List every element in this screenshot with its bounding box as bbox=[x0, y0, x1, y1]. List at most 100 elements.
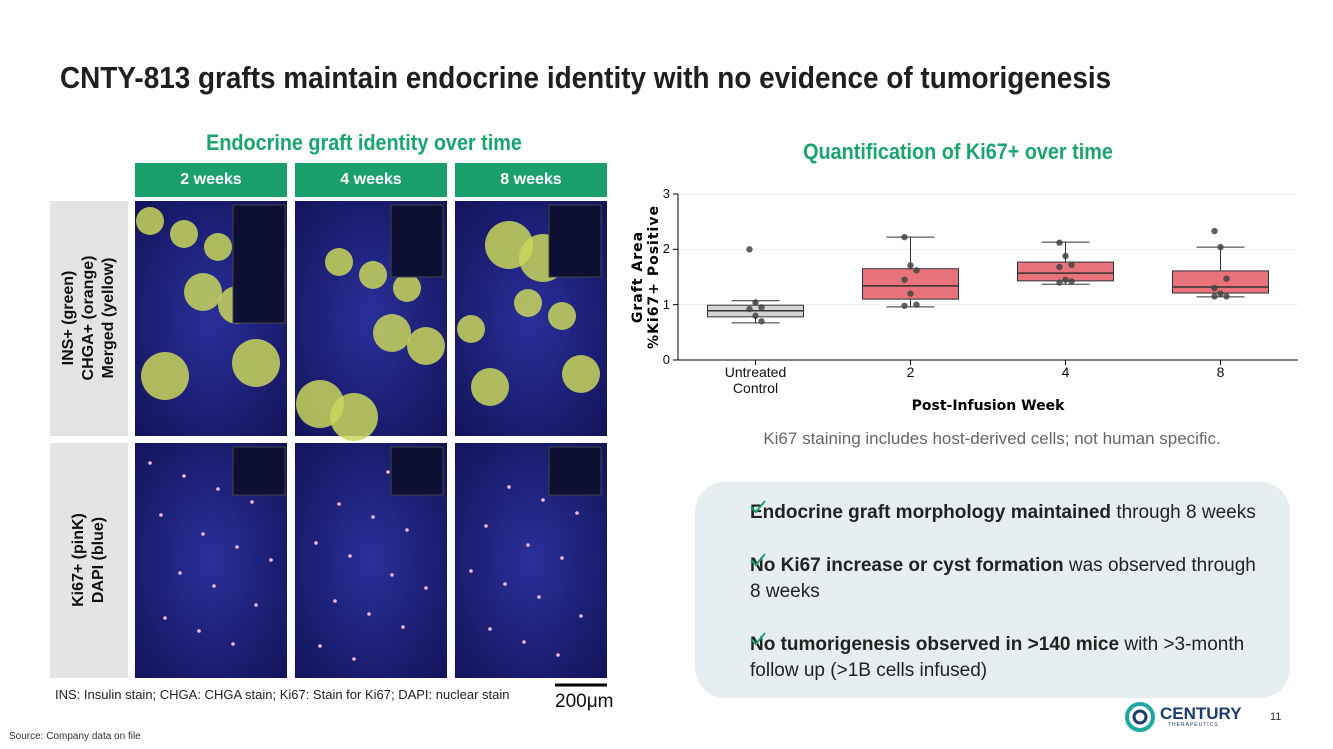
stain bbox=[503, 582, 507, 586]
stain bbox=[541, 498, 545, 502]
check bbox=[750, 500, 766, 514]
stain bbox=[232, 339, 280, 387]
chart-title: Quantification of Ki67+ over time bbox=[803, 139, 1113, 164]
y-tick-label: 0 bbox=[662, 352, 670, 367]
point bbox=[1068, 278, 1075, 285]
logo-ring-inner bbox=[1132, 709, 1148, 725]
point bbox=[1223, 293, 1230, 300]
row-label-bg bbox=[50, 443, 128, 678]
stain bbox=[348, 554, 352, 558]
check bbox=[750, 553, 766, 567]
point bbox=[1062, 252, 1069, 260]
bullet: No Ki67 increase or cyst formation was o… bbox=[750, 553, 1270, 605]
stain bbox=[216, 487, 220, 491]
y-tick-label: 2 bbox=[662, 241, 670, 257]
inset bbox=[548, 204, 602, 278]
column-header-bg bbox=[135, 163, 287, 197]
point bbox=[752, 312, 759, 319]
stain bbox=[579, 614, 583, 618]
stain bbox=[390, 573, 394, 577]
stain bbox=[231, 642, 235, 646]
inset bbox=[390, 204, 444, 278]
point bbox=[1056, 263, 1063, 271]
point bbox=[746, 305, 753, 313]
column-header-bg bbox=[455, 163, 607, 197]
bullet: Endocrine graft morphology maintained th… bbox=[750, 500, 1270, 526]
point bbox=[1217, 243, 1224, 251]
stain bbox=[178, 571, 182, 575]
stain bbox=[352, 657, 356, 661]
y-axis-label-line: %Ki67+ Positive bbox=[646, 205, 662, 349]
stain bbox=[136, 207, 164, 235]
stain bbox=[575, 511, 579, 515]
point bbox=[1056, 279, 1063, 286]
point bbox=[1211, 293, 1218, 300]
stain bbox=[333, 599, 337, 603]
stain bbox=[337, 502, 341, 506]
stain bbox=[560, 556, 564, 560]
panel-title: Endocrine graft identity over time bbox=[206, 130, 522, 155]
stain bbox=[373, 314, 411, 352]
stain bbox=[556, 653, 560, 657]
inset bbox=[232, 204, 286, 324]
box bbox=[1172, 270, 1269, 294]
stain bbox=[386, 470, 390, 474]
point bbox=[1211, 227, 1218, 235]
row-label-line: INS+ (green) bbox=[60, 270, 77, 366]
stain bbox=[170, 220, 198, 248]
x-tick-label: Untreated Control bbox=[724, 364, 787, 396]
stain bbox=[537, 595, 541, 599]
point bbox=[1211, 284, 1218, 292]
stain bbox=[314, 541, 318, 545]
point bbox=[1223, 275, 1230, 282]
point bbox=[901, 233, 908, 241]
stain bbox=[488, 627, 492, 631]
logo-ring bbox=[1125, 702, 1155, 732]
stain bbox=[184, 273, 222, 311]
stain bbox=[562, 355, 600, 393]
column-header: 8 weeks bbox=[500, 171, 562, 188]
stain bbox=[235, 545, 239, 549]
stain bbox=[526, 543, 530, 547]
bullet-text: was observed through 8 weeks bbox=[750, 555, 1256, 602]
bullet-text: with >3-month follow up (>1B cells infus… bbox=[750, 634, 1245, 681]
logo-sub: THERAPEUTICS bbox=[1168, 722, 1219, 728]
bullet-bold: No tumorigenesis observed in >140 mice bbox=[750, 634, 1120, 655]
stain bbox=[201, 532, 205, 536]
stain bbox=[393, 274, 421, 302]
stain bbox=[471, 368, 509, 406]
stain bbox=[204, 233, 232, 261]
inset bbox=[548, 446, 602, 496]
point bbox=[913, 301, 920, 308]
stain bbox=[514, 289, 542, 317]
stain bbox=[254, 603, 258, 607]
summary-box: Endocrine graft morphology maintained th… bbox=[695, 482, 1290, 698]
stain bbox=[371, 515, 375, 519]
bullet-bold: Endocrine graft morphology maintained bbox=[750, 502, 1112, 523]
bullet-text: through 8 weeks bbox=[1116, 502, 1256, 523]
point bbox=[1068, 261, 1075, 269]
stain bbox=[330, 393, 378, 441]
row-label-line: CHGA+ (orange) bbox=[80, 255, 97, 381]
column-header: 2 weeks bbox=[180, 171, 242, 188]
point bbox=[907, 262, 914, 269]
point bbox=[901, 302, 908, 309]
stain bbox=[405, 528, 409, 532]
bullet-bold: No Ki67 increase or cyst formation bbox=[750, 555, 1064, 576]
point bbox=[913, 267, 920, 274]
point bbox=[758, 304, 765, 311]
stain bbox=[457, 315, 485, 343]
source: Source: Company data on file bbox=[9, 731, 141, 742]
column-header: 4 weeks bbox=[340, 171, 402, 188]
point bbox=[1217, 290, 1224, 297]
stain bbox=[424, 586, 428, 590]
inset bbox=[232, 446, 286, 496]
x-tick-label: 4 bbox=[1061, 364, 1070, 380]
point bbox=[746, 246, 753, 253]
x-axis-label: Post-Infusion Week bbox=[911, 398, 1065, 414]
check bbox=[750, 632, 766, 646]
scale-bar-label: 200μm bbox=[555, 691, 614, 712]
stain bbox=[367, 612, 371, 616]
row-label: INS+ (green) CHGA+ (orange) Merged (yellow… bbox=[59, 256, 119, 381]
